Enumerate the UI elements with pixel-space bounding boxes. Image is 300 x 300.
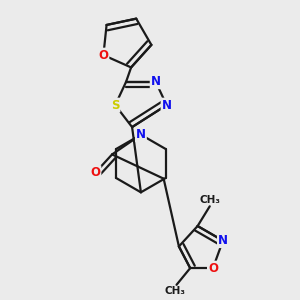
Text: N: N — [136, 128, 146, 141]
Text: N: N — [162, 99, 172, 112]
Text: N: N — [151, 75, 161, 88]
Text: N: N — [218, 234, 228, 247]
Text: CH₃: CH₃ — [164, 286, 185, 296]
Text: CH₃: CH₃ — [199, 195, 220, 205]
Text: O: O — [208, 262, 218, 275]
Text: S: S — [111, 99, 119, 112]
Text: O: O — [90, 166, 100, 179]
Text: O: O — [98, 49, 108, 62]
